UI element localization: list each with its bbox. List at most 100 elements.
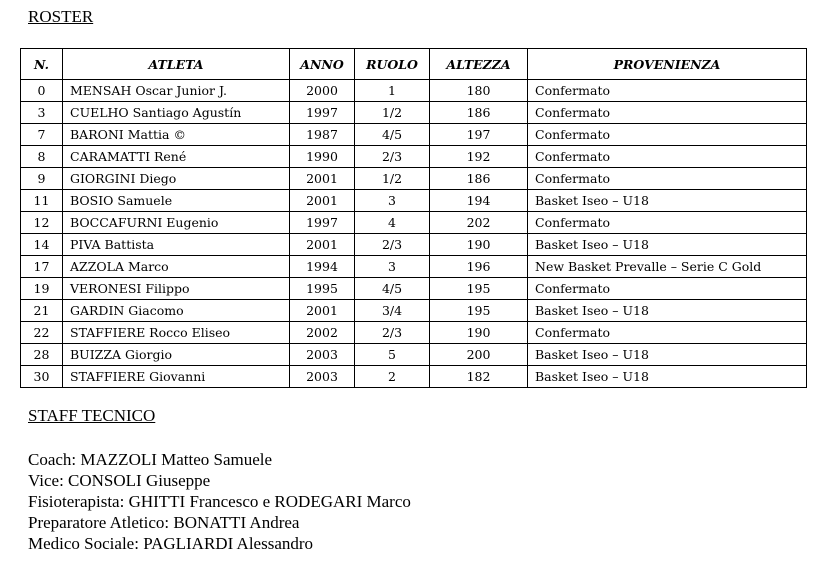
staff-member: Medico Sociale: PAGLIARDI Alessandro: [28, 534, 314, 553]
cell-origin: Basket Iseo – U18: [527, 365, 807, 388]
cell-number: 7: [20, 123, 63, 146]
cell-number: 30: [20, 365, 63, 388]
cell-athlete: BARONI Mattia ©: [62, 123, 290, 146]
cell-height: 194: [429, 189, 528, 212]
cell-height: 190: [429, 233, 528, 256]
col-header-height: ALTEZZA: [429, 48, 528, 80]
cell-athlete: CUELHO Santiago Agustín: [62, 101, 290, 124]
cell-height: 192: [429, 145, 528, 168]
table-row: 0 MENSAH Oscar Junior J. 2000 1 180 Confermat…: [20, 79, 807, 102]
table-row: 9 GIORGINI Diego 2001 1/2 186 Confermato: [20, 167, 807, 190]
cell-height: 186: [429, 167, 528, 190]
cell-athlete: MENSAH Oscar Junior J.: [62, 79, 290, 102]
cell-year: 2001: [289, 233, 355, 256]
cell-origin: Basket Iseo – U18: [527, 299, 807, 322]
cell-role: 1/2: [354, 101, 430, 124]
cell-origin: Confermato: [527, 145, 807, 168]
table-row: 28 BUIZZA Giorgio 2003 5 200 Basket Iseo – U1…: [20, 343, 807, 366]
cell-origin: Confermato: [527, 123, 807, 146]
table-row: 17 AZZOLA Marco 1994 3 196 New Basket Prevall…: [20, 255, 807, 278]
cell-athlete: PIVA Battista: [62, 233, 290, 256]
cell-athlete: CARAMATTI René: [62, 145, 290, 168]
cell-role: 3: [354, 189, 430, 212]
cell-number: 9: [20, 167, 63, 190]
staff-heading: STAFF TECNICO: [28, 406, 156, 425]
cell-role: 3/4: [354, 299, 430, 322]
cell-origin: Confermato: [527, 167, 807, 190]
cell-number: 12: [20, 211, 63, 234]
cell-number: 14: [20, 233, 63, 256]
cell-athlete: GIORGINI Diego: [62, 167, 290, 190]
table-row: 7 BARONI Mattia © 1987 4/5 197 Confermato: [20, 123, 807, 146]
cell-role: 2: [354, 365, 430, 388]
staff-member: Vice: CONSOLI Giuseppe: [28, 471, 211, 490]
cell-year: 2002: [289, 321, 355, 344]
cell-athlete: AZZOLA Marco: [62, 255, 290, 278]
staff-member: Coach: MAZZOLI Matteo Samuele: [28, 450, 273, 469]
table-row: 30 STAFFIERE Giovanni 2003 2 182 Basket Iseo …: [20, 365, 807, 388]
cell-role: 1/2: [354, 167, 430, 190]
cell-number: 22: [20, 321, 63, 344]
cell-role: 4: [354, 211, 430, 234]
table-header-row: N. ATLETA ANNO RUOLO ALTEZZA PROVENIENZA: [20, 48, 807, 80]
cell-height: 195: [429, 277, 528, 300]
table-row: 14 PIVA Battista 2001 2/3 190 Basket Iseo – U…: [20, 233, 807, 256]
cell-height: 197: [429, 123, 528, 146]
cell-athlete: BOCCAFURNI Eugenio: [62, 211, 290, 234]
cell-origin: Confermato: [527, 321, 807, 344]
table-row: 8 CARAMATTI René 1990 2/3 192 Confermato: [20, 145, 807, 168]
cell-height: 200: [429, 343, 528, 366]
col-header-athlete: ATLETA: [62, 48, 290, 80]
cell-year: 1995: [289, 277, 355, 300]
cell-year: 1987: [289, 123, 355, 146]
cell-number: 8: [20, 145, 63, 168]
cell-year: 1997: [289, 101, 355, 124]
cell-role: 2/3: [354, 145, 430, 168]
cell-height: 180: [429, 79, 528, 102]
cell-athlete: GARDIN Giacomo: [62, 299, 290, 322]
cell-number: 28: [20, 343, 63, 366]
cell-height: 195: [429, 299, 528, 322]
cell-role: 4/5: [354, 277, 430, 300]
roster-heading: ROSTER: [28, 7, 94, 26]
cell-height: 190: [429, 321, 528, 344]
cell-origin: Confermato: [527, 211, 807, 234]
cell-number: 21: [20, 299, 63, 322]
cell-athlete: STAFFIERE Giovanni: [62, 365, 290, 388]
table-row: 3 CUELHO Santiago Agustín 1997 1/2 186 Confer…: [20, 101, 807, 124]
cell-number: 3: [20, 101, 63, 124]
cell-role: 4/5: [354, 123, 430, 146]
cell-year: 2001: [289, 299, 355, 322]
cell-year: 2003: [289, 365, 355, 388]
cell-athlete: VERONESI Filippo: [62, 277, 290, 300]
cell-role: 2/3: [354, 233, 430, 256]
cell-height: 182: [429, 365, 528, 388]
cell-number: 17: [20, 255, 63, 278]
cell-height: 186: [429, 101, 528, 124]
col-header-number: N.: [20, 48, 63, 80]
cell-height: 202: [429, 211, 528, 234]
cell-origin: Confermato: [527, 101, 807, 124]
table-row: 19 VERONESI Filippo 1995 4/5 195 Confermato: [20, 277, 807, 300]
cell-origin: Basket Iseo – U18: [527, 189, 807, 212]
table-row: 11 BOSIO Samuele 2001 3 194 Basket Iseo – U18: [20, 189, 807, 212]
col-header-origin: PROVENIENZA: [527, 48, 807, 80]
cell-origin: Basket Iseo – U18: [527, 343, 807, 366]
cell-year: 1997: [289, 211, 355, 234]
col-header-role: RUOLO: [354, 48, 430, 80]
cell-athlete: BOSIO Samuele: [62, 189, 290, 212]
cell-role: 5: [354, 343, 430, 366]
cell-origin: Basket Iseo – U18: [527, 233, 807, 256]
cell-role: 2/3: [354, 321, 430, 344]
staff-member: Preparatore Atletico: BONATTI Andrea: [28, 513, 300, 532]
cell-height: 196: [429, 255, 528, 278]
cell-year: 2000: [289, 79, 355, 102]
cell-year: 2001: [289, 167, 355, 190]
cell-year: 1994: [289, 255, 355, 278]
cell-origin: Confermato: [527, 79, 807, 102]
cell-number: 0: [20, 79, 63, 102]
cell-origin: Confermato: [527, 277, 807, 300]
table-row: 22 STAFFIERE Rocco Eliseo 2002 2/3 190 Confer…: [20, 321, 807, 344]
cell-athlete: STAFFIERE Rocco Eliseo: [62, 321, 290, 344]
cell-origin: New Basket Prevalle – Serie C Gold: [527, 255, 807, 278]
